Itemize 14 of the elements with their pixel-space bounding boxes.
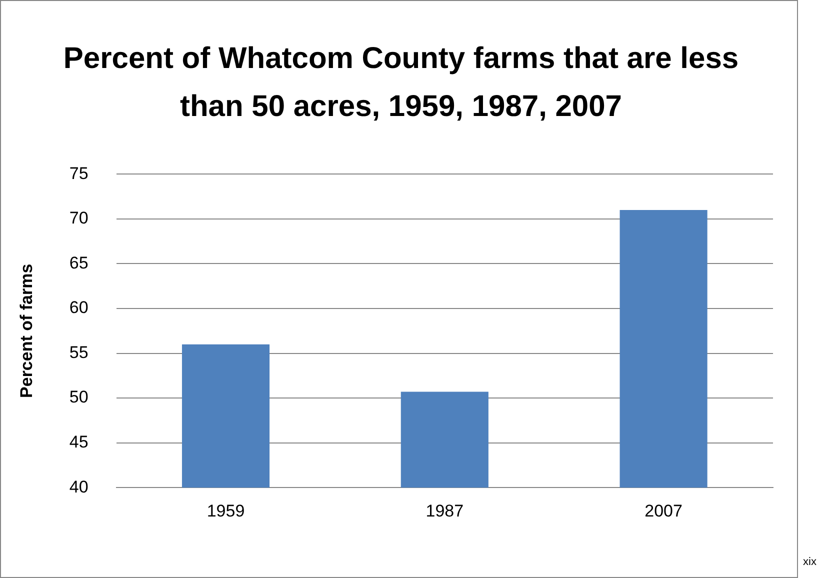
x-tick-label: 1987 xyxy=(426,501,464,520)
y-tick-label: 60 xyxy=(69,298,88,318)
chart-title: Percent of Whatcom County farms that are less than 50 acres, 1959, 1987, 2007 xyxy=(62,41,740,125)
x-tick-label: 1959 xyxy=(206,501,245,520)
y-axis-title: Percent of farms xyxy=(16,264,36,398)
y-tick-label: 45 xyxy=(69,432,88,452)
y-tick-label: 50 xyxy=(69,388,88,407)
x-tick-label: 2007 xyxy=(644,501,682,520)
y-tick-label: 70 xyxy=(69,208,88,228)
y-tick-label: 55 xyxy=(69,342,88,362)
y-tick-label: 65 xyxy=(69,253,88,272)
y-tick-label: 40 xyxy=(69,477,88,496)
y-tick-label: 75 xyxy=(69,164,88,183)
text: xix xyxy=(803,556,816,568)
